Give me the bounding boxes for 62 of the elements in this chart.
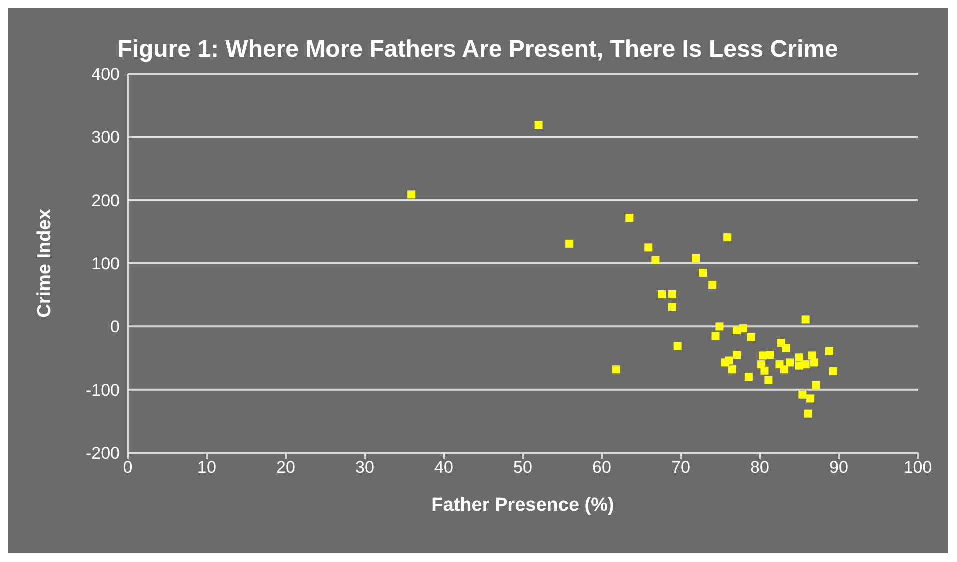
point [802, 360, 810, 369]
point [760, 366, 769, 375]
x-tick-label: 10 [198, 458, 216, 478]
point [780, 366, 788, 374]
point [721, 358, 730, 367]
x-tick-label: 80 [750, 458, 770, 478]
point [644, 244, 653, 252]
y-tick-label: 200 [92, 191, 120, 210]
point [612, 366, 620, 374]
y-tick-label: 400 [92, 65, 120, 84]
point [712, 332, 720, 340]
y-tick-label: 300 [92, 128, 120, 148]
y-tick-label: -100 [86, 380, 120, 400]
point [747, 333, 756, 342]
x-axis-title: Father Presence (%) [432, 495, 614, 516]
point [566, 240, 574, 248]
point [766, 351, 774, 360]
y-tick-label: 100 [92, 254, 120, 274]
x-tick-label: 0 [123, 458, 133, 478]
x-tick-label: 70 [672, 458, 690, 478]
point [728, 366, 736, 374]
point [744, 373, 753, 382]
point [699, 268, 708, 277]
point [812, 381, 820, 390]
point [708, 280, 717, 289]
y-tick-label: 0 [110, 318, 120, 337]
point [408, 190, 416, 199]
x-tick-label: 20 [276, 458, 296, 478]
point [652, 256, 660, 264]
y-tick-label: -200 [86, 444, 120, 464]
point [829, 368, 838, 376]
point [806, 394, 815, 403]
point [796, 354, 804, 362]
x-tick-label: 100 [904, 458, 932, 478]
point [804, 410, 812, 418]
point [668, 290, 676, 298]
point [802, 316, 810, 324]
x-tick-label: 90 [830, 458, 848, 478]
point [716, 322, 724, 331]
point [724, 234, 732, 242]
point [692, 254, 700, 262]
point [534, 121, 543, 130]
x-tick-label: 30 [356, 458, 374, 478]
point [733, 351, 742, 360]
point [674, 342, 682, 350]
point [759, 352, 768, 360]
x-tick-label: 50 [514, 458, 532, 478]
point [764, 376, 773, 384]
point [798, 390, 807, 399]
point [626, 214, 634, 222]
point [782, 344, 790, 352]
point [826, 347, 834, 356]
y-axis-title: Crime Index [34, 208, 56, 318]
x-tick-label: 60 [592, 458, 612, 478]
x-tick-label: 40 [434, 458, 454, 478]
point [668, 303, 676, 312]
point [810, 358, 819, 367]
chart-title: Figure 1: Where More Fathers Are Present, There Is Less Crime [116, 36, 840, 64]
point [786, 358, 794, 367]
point [658, 290, 666, 298]
point [739, 324, 748, 333]
point [808, 352, 816, 360]
